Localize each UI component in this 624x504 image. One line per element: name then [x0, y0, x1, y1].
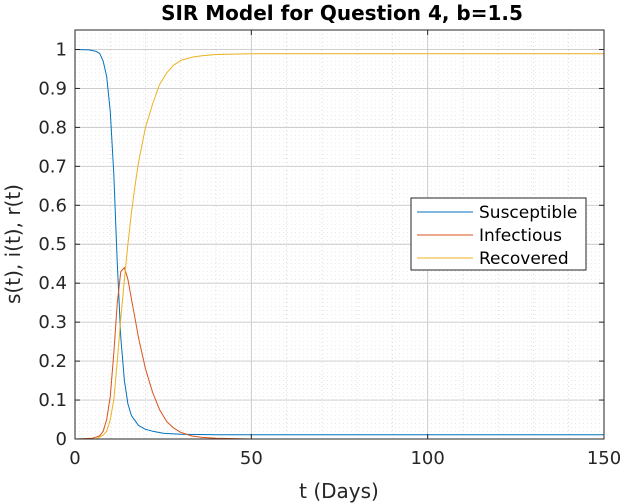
plot-frame — [74, 29, 605, 440]
series-line-infectious — [74, 267, 604, 440]
chart-title: SIR Model for Question 4, b=1.5 — [161, 1, 523, 25]
y-tick-label: 0.9 — [38, 78, 67, 99]
y-tick-label: 0 — [56, 429, 67, 450]
y-tick-label: 0.6 — [38, 195, 67, 216]
y-axis-label: s(t), i(t), r(t) — [1, 184, 25, 304]
legend: Susceptible Infectious Recovered — [410, 197, 587, 271]
y-tick-labels: 0 0.1 0.2 0.3 0.4 0.5 0.6 0.7 0.8 0.9 1 — [38, 39, 67, 450]
x-tick-labels: 0 50 100 150 — [69, 448, 621, 469]
y-tick-label: 0.7 — [38, 156, 67, 177]
legend-label-recovered: Recovered — [479, 249, 569, 269]
y-tick-label: 0.1 — [38, 390, 67, 411]
series-line-susceptible — [74, 49, 604, 436]
y-tick-label: 0.2 — [38, 351, 67, 372]
x-tick-label: 100 — [410, 448, 444, 469]
x-axis-label: t (Days) — [299, 479, 379, 503]
y-tick-label: 0.5 — [38, 234, 67, 255]
legend-label-susceptible: Susceptible — [479, 203, 577, 223]
y-tick-label: 0.8 — [38, 117, 67, 138]
x-tick-label: 50 — [240, 448, 263, 469]
series-layer — [74, 49, 604, 440]
x-tick-label: 150 — [587, 448, 621, 469]
legend-label-infectious: Infectious — [479, 226, 562, 246]
ticks — [74, 30, 605, 440]
series-line-recovered — [75, 53, 604, 440]
y-tick-label: 1 — [56, 39, 67, 60]
x-tick-label: 0 — [69, 448, 80, 469]
y-tick-label: 0.3 — [38, 312, 67, 333]
y-tick-label: 0.4 — [38, 273, 67, 294]
